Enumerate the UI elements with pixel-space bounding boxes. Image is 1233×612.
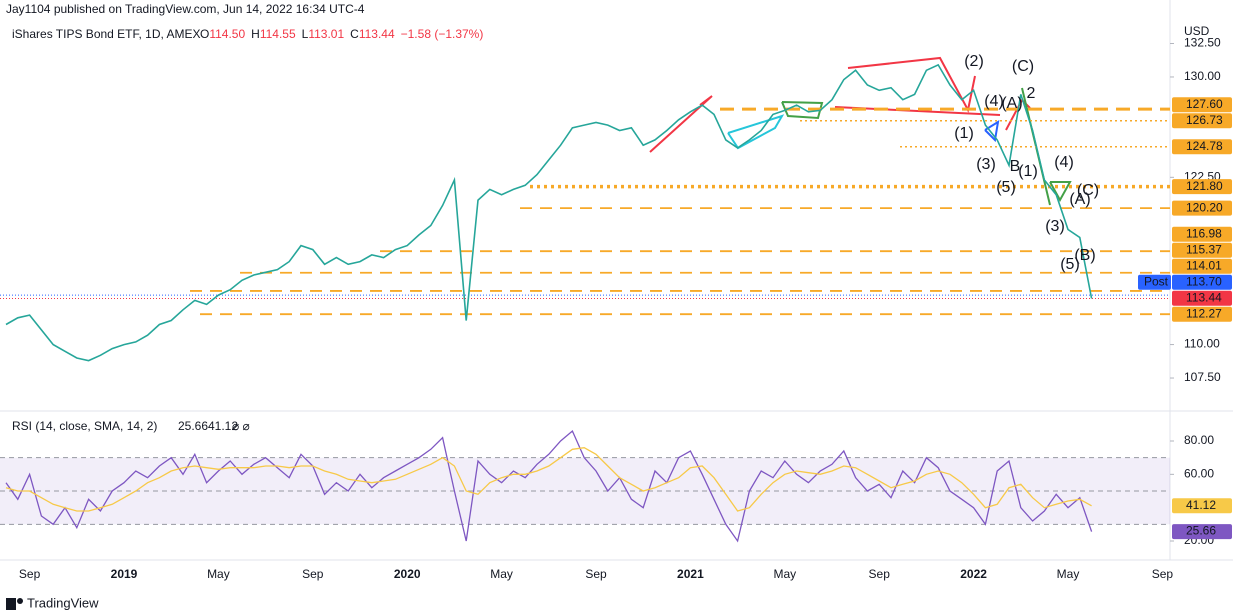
post-tag-label: Post bbox=[1144, 274, 1169, 288]
wave-label: (A) bbox=[1069, 191, 1090, 208]
ohlc-label: L bbox=[302, 27, 309, 41]
price-label-box bbox=[1172, 274, 1232, 290]
y2-tick-label: 60.00 bbox=[1184, 467, 1214, 481]
rsi-label: 41.12 bbox=[1186, 498, 1216, 512]
price-label: 126.73 bbox=[1186, 113, 1223, 127]
wave-label: (C) bbox=[1012, 58, 1034, 75]
ohlc-value: 114.55 bbox=[260, 27, 296, 41]
price-label: 116.98 bbox=[1186, 226, 1222, 240]
price-label: 113.70 bbox=[1186, 274, 1222, 288]
trend-red bbox=[847, 56, 976, 113]
y-tick-label: 107.50 bbox=[1184, 370, 1221, 384]
symbol: iShares TIPS Bond ETF, 1D, AMEX bbox=[12, 27, 201, 41]
price-label-box bbox=[1172, 97, 1232, 113]
brand-logo bbox=[17, 598, 23, 604]
x-tick-label: 2019 bbox=[111, 567, 138, 581]
wave-label: (B) bbox=[1074, 247, 1095, 264]
price-label-box bbox=[1172, 139, 1232, 155]
y2-tick-label: 80.00 bbox=[1184, 433, 1214, 447]
wave-label: (4) bbox=[1054, 154, 1074, 171]
price-label-box bbox=[1172, 200, 1232, 216]
x-tick-label: May bbox=[207, 567, 230, 581]
wave-label: (5) bbox=[1060, 256, 1080, 273]
rsi-label-box bbox=[1172, 498, 1232, 514]
ohlc-value: 114.50 bbox=[209, 27, 245, 41]
post-tag bbox=[1138, 274, 1171, 290]
x-tick-label: Sep bbox=[585, 567, 607, 581]
ohlc-value: 113.44 bbox=[359, 27, 395, 41]
change: −1.58 (−1.37%) bbox=[401, 27, 484, 41]
price-label: 114.01 bbox=[1186, 258, 1222, 272]
price-label: 113.44 bbox=[1186, 290, 1222, 304]
price-label-box bbox=[1172, 113, 1232, 129]
ohlc-value: 113.01 bbox=[308, 27, 344, 41]
wave-label: (A) bbox=[1001, 95, 1022, 112]
ohlc-label: H bbox=[251, 27, 260, 41]
trend-teal bbox=[727, 114, 785, 150]
x-tick-label: 2022 bbox=[960, 567, 987, 581]
wave-label: (1) bbox=[1018, 163, 1038, 180]
footer: TradingView bbox=[6, 595, 99, 610]
trend-red bbox=[649, 95, 713, 153]
wave-label: (5) bbox=[996, 179, 1016, 196]
trend-green bbox=[781, 101, 824, 120]
brand-logo bbox=[6, 598, 16, 610]
x-tick-label: Sep bbox=[869, 567, 891, 581]
rsi-label: 25.66 bbox=[1186, 524, 1216, 538]
y-tick-label: 130.00 bbox=[1184, 69, 1221, 83]
rsi-line bbox=[5, 447, 1092, 512]
x-tick-label: May bbox=[490, 567, 513, 581]
price-line bbox=[5, 63, 1093, 362]
price-label: 115.37 bbox=[1186, 242, 1222, 256]
x-tick-label: May bbox=[773, 567, 796, 581]
wave-label: (4) bbox=[984, 93, 1004, 110]
ohlc-label: C bbox=[350, 27, 359, 41]
wave-label: (C) bbox=[1077, 182, 1099, 199]
x-tick-label: Sep bbox=[1152, 567, 1174, 581]
rsi-icons: ⌀ ⌀ bbox=[232, 419, 250, 433]
wave-label: (3) bbox=[976, 156, 996, 173]
trend-green bbox=[1049, 181, 1072, 203]
y-tick-label: 132.50 bbox=[1184, 36, 1221, 50]
price-label: 124.78 bbox=[1186, 139, 1223, 153]
currency: USD bbox=[1184, 24, 1210, 38]
wave-label: (3) bbox=[1045, 218, 1065, 235]
trend-blue bbox=[984, 119, 1000, 143]
rsi-name: RSI (14, close, SMA, 14, 2) bbox=[12, 419, 157, 433]
x-tick-label: Sep bbox=[19, 567, 41, 581]
price-label-box bbox=[1172, 306, 1232, 322]
rsi-label-box bbox=[1172, 524, 1232, 540]
price-label: 112.27 bbox=[1186, 306, 1222, 320]
ohlc: O114.50 H114.55 L113.01 C113.44 −1.58 (−1.37… bbox=[200, 27, 483, 41]
price-label-box bbox=[1172, 242, 1232, 258]
price-label-box bbox=[1172, 179, 1232, 195]
publisher: Jay1104 published on TradingView.com, Ju… bbox=[6, 2, 365, 16]
brand: TradingView bbox=[27, 595, 99, 610]
x-tick-label: May bbox=[1057, 567, 1080, 581]
price-label: 121.80 bbox=[1186, 179, 1223, 193]
price-label-box bbox=[1172, 226, 1232, 242]
ohlc-label: O bbox=[200, 27, 209, 41]
price-label: 120.20 bbox=[1186, 200, 1223, 214]
wave-label: B bbox=[1010, 158, 1021, 175]
x-tick-label: 2021 bbox=[677, 567, 704, 581]
y-tick-label: 110.00 bbox=[1184, 337, 1220, 351]
price-label-box bbox=[1172, 258, 1232, 274]
price-label-box bbox=[1172, 290, 1232, 306]
sma-value: 41.12 bbox=[208, 419, 238, 433]
price-label: 127.60 bbox=[1186, 97, 1223, 111]
x-tick-label: Sep bbox=[302, 567, 324, 581]
rsi-value: 25.66 bbox=[178, 419, 208, 433]
wave-label: (2) bbox=[964, 53, 984, 70]
wave-label: 2 bbox=[1027, 85, 1036, 102]
x-tick-label: 2020 bbox=[394, 567, 421, 581]
wave-label: (1) bbox=[954, 125, 974, 142]
